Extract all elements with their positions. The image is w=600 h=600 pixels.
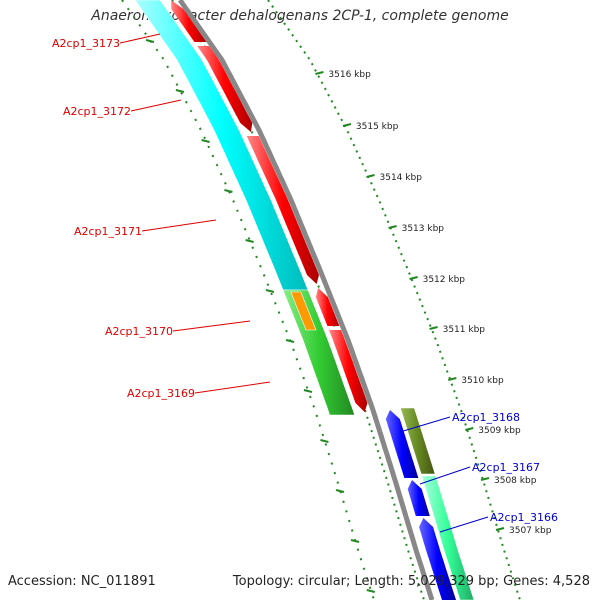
scale-tick bbox=[245, 239, 254, 243]
scale-tick bbox=[285, 339, 295, 343]
scale-label: 3513 kbp bbox=[402, 224, 445, 234]
gene-label-leader bbox=[119, 33, 161, 44]
scale-tick bbox=[335, 489, 345, 493]
scale-label: 3515 kbp bbox=[356, 122, 399, 132]
gene-label-a2cp1_3171[interactable]: A2cp1_3171 bbox=[74, 225, 142, 238]
scale-ruler: 3516 kbp 3515 kbp 3514 kbp 3513 kbp 3512 kbp… bbox=[145, 39, 552, 593]
scale-tick bbox=[342, 123, 352, 127]
scale-tick bbox=[388, 225, 397, 229]
olive-track-feature[interactable] bbox=[399, 407, 436, 475]
gene-label-leader bbox=[419, 466, 471, 485]
gene-label-leader bbox=[141, 219, 217, 232]
cds-a2cp1-3173[interactable] bbox=[171, 0, 207, 42]
scale-tick bbox=[350, 539, 360, 543]
gene-label-a2cp1_3173[interactable]: A2cp1_3173 bbox=[52, 37, 120, 50]
scale-tick bbox=[175, 89, 185, 93]
cds-a2cp1-3169[interactable] bbox=[329, 330, 368, 412]
scale-tick bbox=[145, 39, 155, 43]
cds-a2cp1-3172[interactable] bbox=[197, 46, 253, 132]
scale-tick bbox=[320, 439, 329, 443]
scale-tick bbox=[265, 289, 275, 293]
feature-tracks[interactable] bbox=[134, 0, 475, 600]
scale-label: 3507 kbp bbox=[509, 526, 552, 536]
dotted-guide-line bbox=[267, 0, 521, 600]
scale-label: 3511 kbp bbox=[443, 325, 486, 335]
scale-label: 3508 kbp bbox=[494, 476, 537, 486]
scale-tick bbox=[366, 589, 376, 593]
mint-track-feature[interactable] bbox=[421, 475, 475, 600]
gene-label-leader bbox=[399, 416, 451, 433]
dotted-guide-line bbox=[121, 0, 375, 600]
scale-label: 3514 kbp bbox=[380, 173, 423, 183]
scale-tick bbox=[465, 427, 474, 431]
scale-tick bbox=[201, 139, 210, 143]
genome-summary-text: Topology: circular; Length: 5,029,329 bp… bbox=[232, 574, 590, 589]
gene-label-a2cp1_3166[interactable]: A2cp1_3166 bbox=[490, 511, 558, 524]
cds-a2cp1-3170[interactable] bbox=[315, 288, 340, 326]
scale-label: 3510 kbp bbox=[461, 376, 504, 386]
scale-tick bbox=[409, 276, 418, 280]
scale-tick bbox=[448, 377, 457, 381]
green-track-feature[interactable] bbox=[282, 289, 356, 416]
cyan-track-feature[interactable] bbox=[134, 0, 309, 291]
scale-tick bbox=[366, 174, 375, 178]
scale-tick bbox=[303, 389, 313, 393]
gene-label-a2cp1_3170[interactable]: A2cp1_3170 bbox=[105, 325, 173, 338]
cds-a2cp1-3168[interactable] bbox=[385, 410, 419, 478]
gene-label-a2cp1_3167[interactable]: A2cp1_3167 bbox=[472, 461, 540, 474]
orange-track-feature[interactable] bbox=[290, 291, 317, 331]
scale-tick bbox=[495, 527, 505, 531]
cds-a2cp1-3167[interactable] bbox=[407, 480, 430, 516]
scale-tick bbox=[429, 326, 438, 330]
cds-a2cp1-3171[interactable] bbox=[246, 136, 319, 284]
backbone bbox=[177, 0, 435, 600]
gene-label-leader bbox=[130, 99, 182, 112]
gene-labels[interactable]: A2cp1_3173 A2cp1_3172 A2cp1_3171 A2cp1_3170… bbox=[52, 33, 558, 533]
scale-label: 3516 kbp bbox=[328, 70, 371, 80]
cds-a2cp1-3166[interactable] bbox=[419, 518, 456, 600]
scale-tick bbox=[480, 477, 490, 481]
gene-label-a2cp1_3172[interactable]: A2cp1_3172 bbox=[63, 105, 131, 118]
scale-label: 3512 kbp bbox=[423, 275, 466, 285]
gene-label-a2cp1_3168[interactable]: A2cp1_3168 bbox=[452, 411, 520, 424]
accession-text: Accession: NC_011891 bbox=[8, 574, 156, 589]
scale-tick bbox=[224, 189, 233, 193]
backbone-line bbox=[177, 0, 435, 600]
scale-label: 3509 kbp bbox=[478, 426, 521, 436]
gene-label-leader bbox=[194, 381, 271, 394]
gene-label-a2cp1_3169[interactable]: A2cp1_3169 bbox=[127, 387, 195, 400]
gene-label-leader bbox=[439, 516, 489, 533]
gene-label-leader bbox=[172, 320, 251, 332]
scale-tick bbox=[315, 71, 324, 75]
